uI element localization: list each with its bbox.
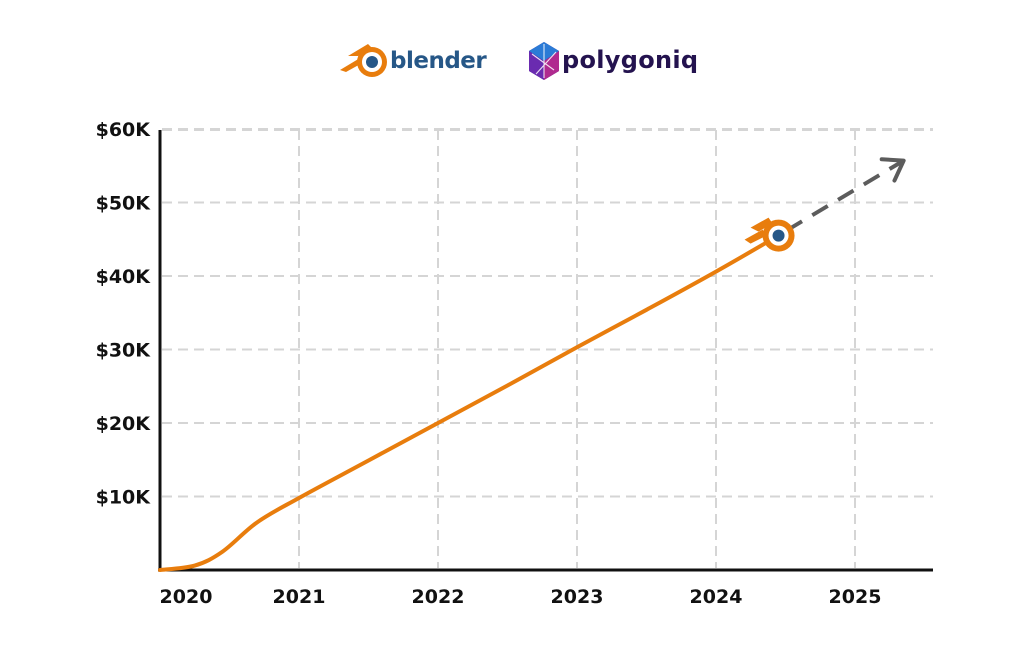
x-tick-label: 2025 [829,586,882,608]
series [158,157,906,572]
y-tick-label: $50K [96,193,152,215]
y-tick-labels: $10K $20K $30K $40K $50K $60K [96,119,152,509]
blender-logo-text: blender [390,48,487,74]
y-tick-label: $20K [96,413,152,435]
x-tick-labels: 2020 2021 2022 2023 2024 2025 [160,586,882,608]
x-tick-label: 2022 [412,586,465,608]
y-tick-label: $60K [96,119,152,141]
logo-bar: blender polygoniq [0,36,1029,86]
y-tick-label: $10K [96,487,152,509]
y-tick-label: $40K [96,266,152,288]
grid-lines [162,128,933,568]
polygoniq-logo-text: polygoniq [562,46,699,74]
polygoniq-logo-icon [529,42,559,80]
projection-arrowhead [879,157,906,183]
blender-endpoint-marker-icon [744,217,795,252]
x-tick-label: 2023 [551,586,604,608]
projection-line [785,158,905,233]
x-tick-label: 2024 [690,586,743,608]
axes [158,130,933,572]
marker-wing [744,229,767,244]
y-tick-label: $30K [96,340,152,362]
actual-revenue-line [158,233,781,572]
blender-logo-icon [340,44,387,77]
marker-core [772,229,785,242]
x-tick-label: 2021 [273,586,326,608]
x-tick-label: 2020 [160,586,213,608]
marker-wing [750,217,773,232]
